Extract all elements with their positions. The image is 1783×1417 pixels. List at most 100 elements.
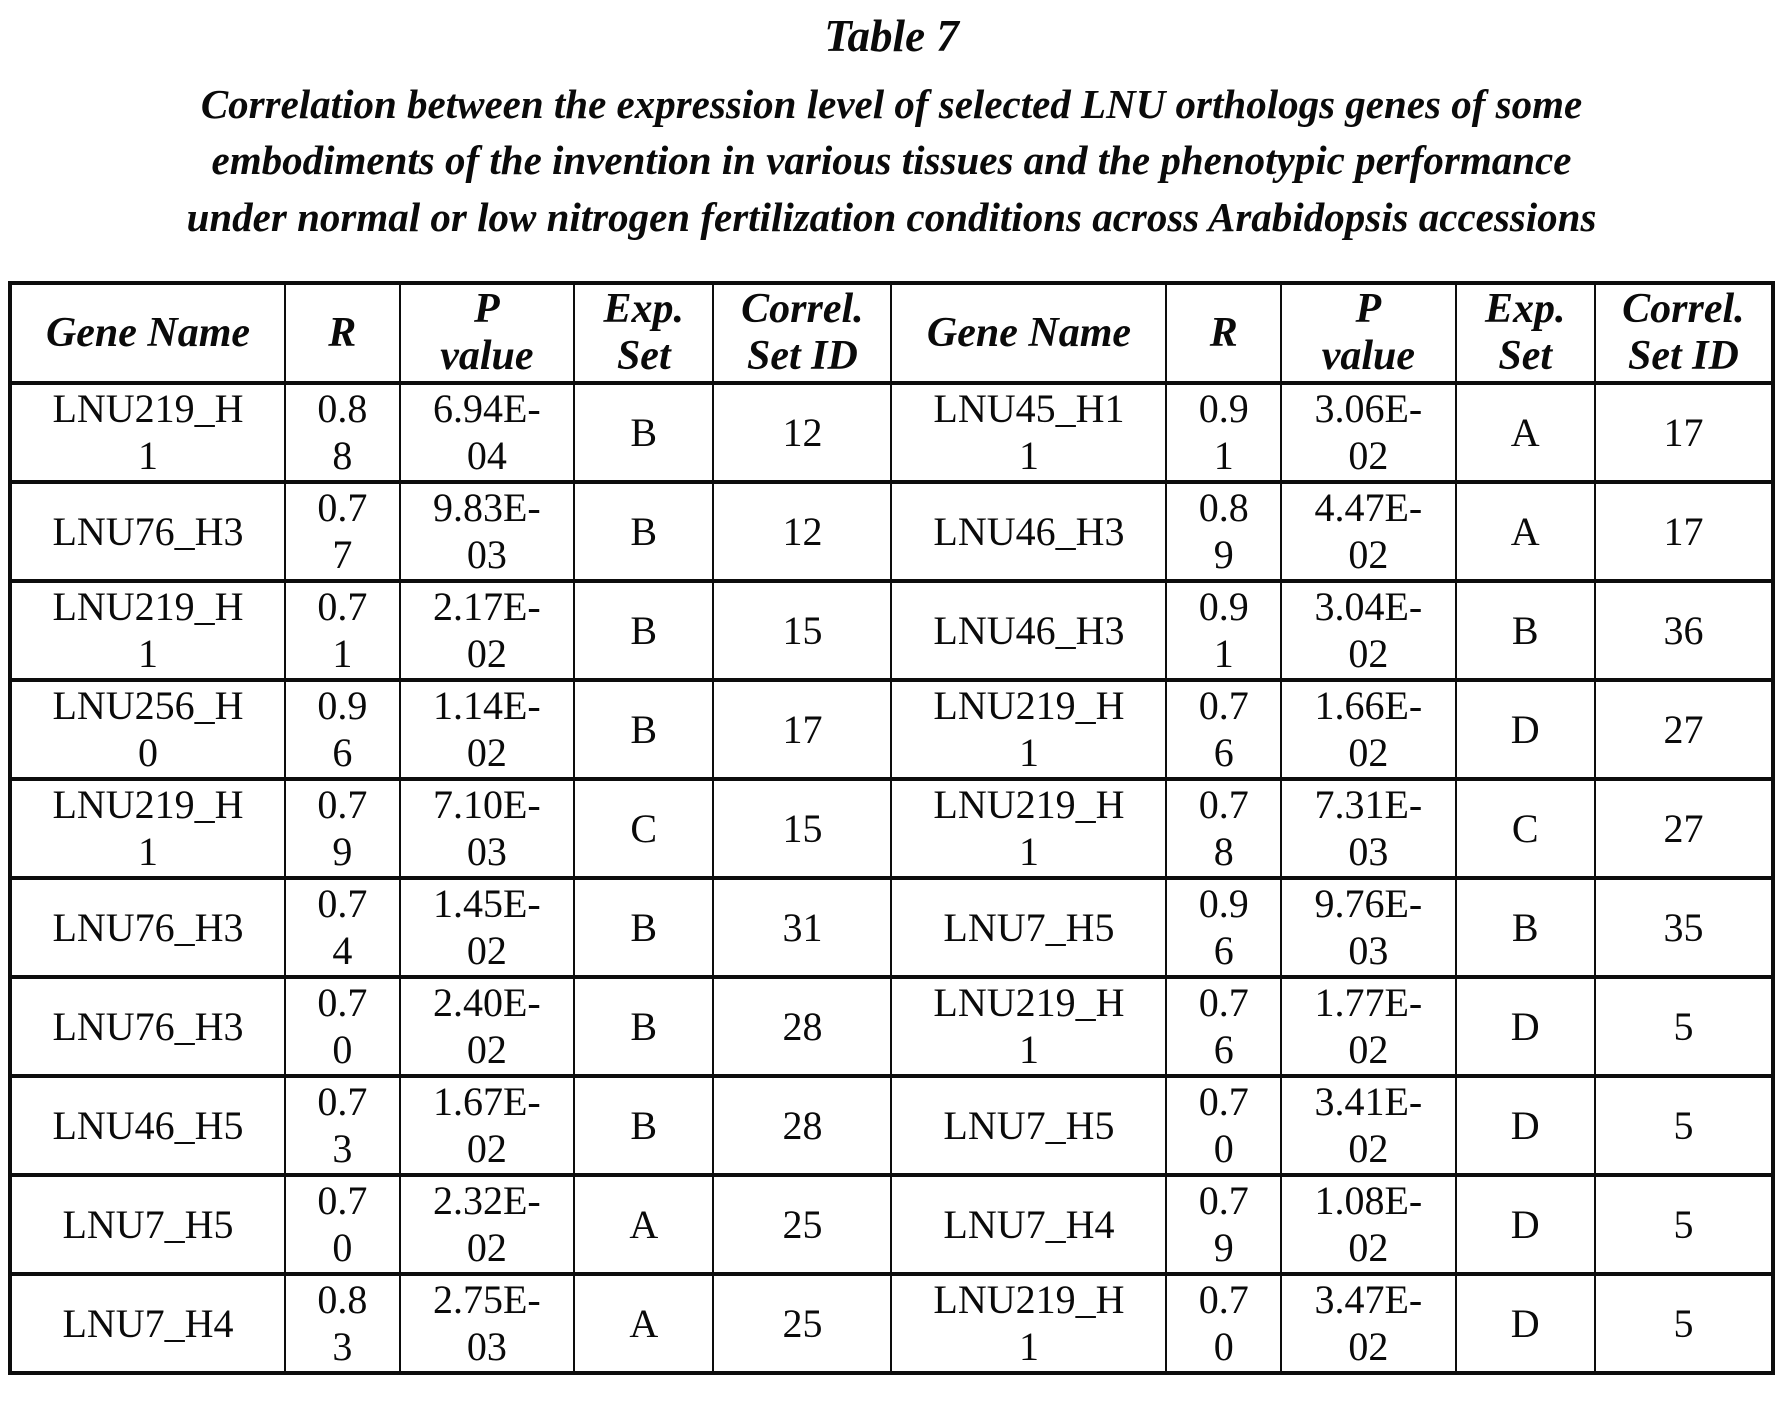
table-row: LNU46_H5 0.7 3 1.67E- 02 B 28 LNU7_H5 0.7 0 3.4… bbox=[8, 1074, 1775, 1178]
column-header: Gene Name bbox=[8, 281, 287, 386]
table-cell: 5 bbox=[1593, 1074, 1775, 1178]
table-cell: 9.83E- 03 bbox=[398, 480, 576, 584]
column-header: Correl. Set ID bbox=[712, 281, 893, 386]
table-cell: 15 bbox=[712, 777, 893, 881]
table-cell: 31 bbox=[712, 876, 893, 980]
table-cell: 0.9 6 bbox=[284, 678, 401, 782]
column-header: Correl. Set ID bbox=[1593, 281, 1775, 386]
table-cell: 27 bbox=[1593, 678, 1775, 782]
table-cell: A bbox=[573, 1272, 715, 1376]
table-cell: 27 bbox=[1593, 777, 1775, 881]
column-header: R bbox=[284, 281, 401, 386]
table-cell: C bbox=[1454, 777, 1596, 881]
table-cell: LNU45_H1 1 bbox=[890, 381, 1168, 485]
table-row: LNU76_H3 0.7 0 2.40E- 02 B 28 LNU219_H 1 0.7 6… bbox=[8, 975, 1775, 1079]
table-row: LNU76_H3 0.7 4 1.45E- 02 B 31 LNU7_H5 0.9 6 9.7… bbox=[8, 876, 1775, 980]
table-cell: B bbox=[573, 579, 715, 683]
column-header: P value bbox=[1280, 281, 1457, 386]
table-cell: 28 bbox=[712, 1074, 893, 1178]
table-cell: 12 bbox=[712, 381, 893, 485]
table-header: Gene Name R P value Exp. Set Correl. Set ID G… bbox=[8, 281, 1775, 386]
table-body: LNU219_H 1 0.8 8 6.94E- 04 B 12 LNU45_H1 1 0.9… bbox=[8, 381, 1775, 1376]
table-cell: 5 bbox=[1593, 1173, 1775, 1277]
table-cell: 1.77E- 02 bbox=[1280, 975, 1457, 1079]
table-cell: B bbox=[573, 678, 715, 782]
table-cell: B bbox=[1454, 876, 1596, 980]
table-cell: LNU7_H5 bbox=[890, 876, 1168, 980]
table-cell: LNU7_H5 bbox=[8, 1173, 287, 1277]
table-cell: 25 bbox=[712, 1272, 893, 1376]
table-cell: 17 bbox=[1593, 381, 1775, 485]
table-cell: LNU219_H 1 bbox=[890, 975, 1168, 1079]
table-cell: LNU219_H 1 bbox=[890, 777, 1168, 881]
table-title: Table 7 bbox=[824, 11, 959, 61]
table-cell: D bbox=[1454, 975, 1596, 1079]
table-cell: LNU7_H4 bbox=[890, 1173, 1168, 1277]
table-cell: 2.40E- 02 bbox=[398, 975, 576, 1079]
table-cell: 2.32E- 02 bbox=[398, 1173, 576, 1277]
table-cell: 0.7 0 bbox=[284, 1173, 401, 1277]
table-cell: B bbox=[573, 876, 715, 980]
table-cell: 0.7 1 bbox=[284, 579, 401, 683]
table-cell: 1.14E- 02 bbox=[398, 678, 576, 782]
table-cell: 0.9 1 bbox=[1165, 579, 1283, 683]
table-cell: 1.66E- 02 bbox=[1280, 678, 1457, 782]
table-cell: 15 bbox=[712, 579, 893, 683]
table-cell: 3.04E- 02 bbox=[1280, 579, 1457, 683]
table-cell: 25 bbox=[712, 1173, 893, 1277]
table-row: LNU256_H 0 0.9 6 1.14E- 02 B 17 LNU219_H 1 0.7… bbox=[8, 678, 1775, 782]
table-cell: B bbox=[573, 1074, 715, 1178]
table-cell: LNU46_H5 bbox=[8, 1074, 287, 1178]
table-cell: 0.7 7 bbox=[284, 480, 401, 584]
table-cell: 0.7 0 bbox=[284, 975, 401, 1079]
table-cell: 0.7 4 bbox=[284, 876, 401, 980]
table-row: LNU219_H 1 0.7 9 7.10E- 03 C 15 LNU219_H 1 0.7… bbox=[8, 777, 1775, 881]
table-cell: 2.75E- 03 bbox=[398, 1272, 576, 1376]
table-cell: 0.7 0 bbox=[1165, 1074, 1283, 1178]
table-cell: 6.94E- 04 bbox=[398, 381, 576, 485]
table-row: LNU219_H 1 0.7 1 2.17E- 02 B 15 LNU46_H3 0.9 1… bbox=[8, 579, 1775, 683]
table-cell: LNU219_H 1 bbox=[890, 1272, 1168, 1376]
table-cell: LNU76_H3 bbox=[8, 975, 287, 1079]
header-row: Gene Name R P value Exp. Set Correl. Set ID G… bbox=[8, 281, 1775, 386]
table-cell: LNU219_H 1 bbox=[8, 579, 287, 683]
table-cell: 17 bbox=[1593, 480, 1775, 584]
column-header: Exp. Set bbox=[573, 281, 715, 386]
table-cell: LNU7_H5 bbox=[890, 1074, 1168, 1178]
table-cell: LNU46_H3 bbox=[890, 480, 1168, 584]
table-cell: LNU7_H4 bbox=[8, 1272, 287, 1376]
table-cell: D bbox=[1454, 1272, 1596, 1376]
table-cell: D bbox=[1454, 1074, 1596, 1178]
table-cell: LNU76_H3 bbox=[8, 480, 287, 584]
table-cell: A bbox=[1454, 381, 1596, 485]
table-cell: LNU219_H 1 bbox=[890, 678, 1168, 782]
table-cell: C bbox=[573, 777, 715, 881]
table-cell: 3.41E- 02 bbox=[1280, 1074, 1457, 1178]
column-header: Exp. Set bbox=[1454, 281, 1596, 386]
table-cell: LNU219_H 1 bbox=[8, 777, 287, 881]
table-cell: LNU76_H3 bbox=[8, 876, 287, 980]
table-cell: B bbox=[573, 381, 715, 485]
table-cell: B bbox=[573, 480, 715, 584]
table-cell: 7.10E- 03 bbox=[398, 777, 576, 881]
column-header: Gene Name bbox=[890, 281, 1168, 386]
table-cell: 2.17E- 02 bbox=[398, 579, 576, 683]
table-cell: A bbox=[1454, 480, 1596, 584]
table-cell: 0.7 0 bbox=[1165, 1272, 1283, 1376]
table-cell: 28 bbox=[712, 975, 893, 1079]
table-cell: B bbox=[1454, 579, 1596, 683]
table-cell: 5 bbox=[1593, 1272, 1775, 1376]
table-cell: 35 bbox=[1593, 876, 1775, 980]
table-cell: LNU256_H 0 bbox=[8, 678, 287, 782]
table-cell: 1.67E- 02 bbox=[398, 1074, 576, 1178]
table-cell: A bbox=[573, 1173, 715, 1277]
table-cell: 0.7 6 bbox=[1165, 975, 1283, 1079]
table-cell: 0.7 6 bbox=[1165, 678, 1283, 782]
column-header: P value bbox=[398, 281, 576, 386]
table-cell: 5 bbox=[1593, 975, 1775, 1079]
table-cell: D bbox=[1454, 678, 1596, 782]
table-cell: 0.7 3 bbox=[284, 1074, 401, 1178]
table-cell: B bbox=[573, 975, 715, 1079]
table-cell: 1.08E- 02 bbox=[1280, 1173, 1457, 1277]
